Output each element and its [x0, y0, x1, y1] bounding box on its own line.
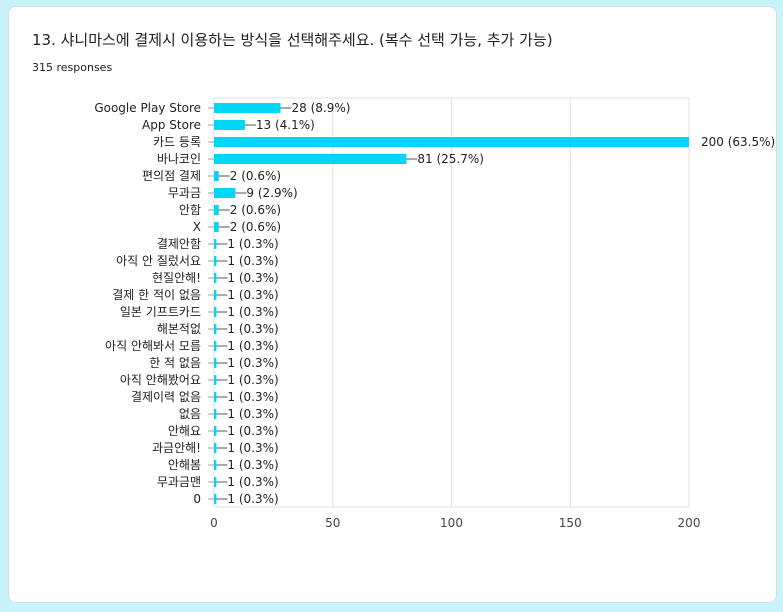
- bar: [214, 273, 217, 283]
- value-label: 81 (25.7%): [417, 152, 484, 166]
- value-label: 9 (2.9%): [246, 186, 297, 200]
- category-label: App Store: [142, 118, 201, 132]
- category-label: 해본적없: [157, 322, 201, 336]
- bar: [214, 358, 217, 368]
- bar: [214, 409, 217, 419]
- category-label: 현질안해!: [152, 271, 201, 285]
- category-label: 결제안함: [157, 237, 201, 251]
- value-label: 1 (0.3%): [227, 441, 278, 455]
- x-tick-label: 200: [678, 516, 701, 530]
- value-label: 1 (0.3%): [227, 322, 278, 336]
- category-label: 일본 기프트카드: [120, 305, 201, 319]
- bar: [214, 443, 217, 453]
- category-label: 안함: [179, 203, 201, 217]
- bar: [214, 375, 217, 385]
- value-label: 1 (0.3%): [227, 288, 278, 302]
- bar: [214, 307, 217, 317]
- response-card: 13. 샤니마스에 결제시 이용하는 방식을 선택해주세요. (복수 선택 가능…: [8, 6, 777, 603]
- bar: [214, 477, 217, 487]
- value-label: 1 (0.3%): [227, 407, 278, 421]
- value-label: 1 (0.3%): [227, 373, 278, 387]
- category-label: 아직 안해봤어요: [120, 373, 201, 387]
- bar-chart: 0 50 100 150 200 Google Play Store 28 (8.9%) Ap…: [94, 97, 775, 530]
- value-label: 1 (0.3%): [227, 305, 278, 319]
- value-label: 1 (0.3%): [227, 475, 278, 489]
- bar: [214, 171, 219, 181]
- value-label: 2 (0.6%): [230, 220, 281, 234]
- category-label: 과금안해!: [152, 441, 201, 455]
- x-tick-label: 100: [440, 516, 463, 530]
- value-label: 1 (0.3%): [227, 339, 278, 353]
- category-label: 무과금: [168, 186, 201, 200]
- bar: [214, 205, 219, 215]
- value-label: 2 (0.6%): [230, 203, 281, 217]
- category-label: 0: [193, 492, 201, 506]
- category-label: 결제이력 없음: [131, 390, 201, 404]
- bar: [214, 137, 689, 147]
- category-label: 편의점 결제: [142, 169, 201, 183]
- category-label: 안해요: [168, 424, 201, 438]
- category-label: 결제 한 적이 없음: [112, 288, 201, 302]
- value-label: 1 (0.3%): [227, 356, 278, 370]
- bar: [214, 494, 217, 504]
- bar: [214, 120, 245, 130]
- value-label: 1 (0.3%): [227, 271, 278, 285]
- value-label: 2 (0.6%): [230, 169, 281, 183]
- category-label: X: [193, 220, 201, 234]
- bar: [214, 256, 217, 266]
- value-label: 1 (0.3%): [227, 492, 278, 506]
- value-label: 28 (8.9%): [292, 101, 351, 115]
- value-label: 1 (0.3%): [227, 424, 278, 438]
- category-label: 한 적 없음: [149, 356, 201, 370]
- category-label: 없음: [179, 407, 201, 421]
- bar: [214, 426, 217, 436]
- x-tick-label: 0: [210, 516, 218, 530]
- value-label: 13 (4.1%): [256, 118, 315, 132]
- value-label: 1 (0.3%): [227, 237, 278, 251]
- bar: [214, 290, 217, 300]
- value-label: 1 (0.3%): [227, 254, 278, 268]
- bar: [214, 341, 217, 351]
- category-label: Google Play Store: [94, 101, 201, 115]
- bar: [214, 392, 217, 402]
- response-count: 315 responses: [32, 61, 113, 74]
- bar: [214, 154, 407, 164]
- question-title: 13. 샤니마스에 결제시 이용하는 방식을 선택해주세요. (복수 선택 가능…: [32, 31, 553, 49]
- x-tick-label: 150: [559, 516, 582, 530]
- category-label: 바나코인: [157, 152, 201, 166]
- bar: [214, 460, 217, 470]
- bar: [214, 239, 217, 249]
- category-label: 카드 등록: [153, 135, 201, 149]
- x-tick-label: 50: [325, 516, 340, 530]
- value-label: 1 (0.3%): [227, 458, 278, 472]
- category-label: 무과금맨: [157, 475, 201, 489]
- category-label: 안해봄: [168, 458, 201, 472]
- category-label: 아직 안 질렀서요: [116, 254, 201, 268]
- bar: [214, 103, 281, 113]
- value-label: 1 (0.3%): [227, 390, 278, 404]
- bar: [214, 188, 236, 198]
- bar: [214, 222, 219, 232]
- category-label: 아직 안해봐서 모름: [105, 339, 201, 353]
- value-label: 200 (63.5%): [701, 135, 775, 149]
- bar: [214, 324, 217, 334]
